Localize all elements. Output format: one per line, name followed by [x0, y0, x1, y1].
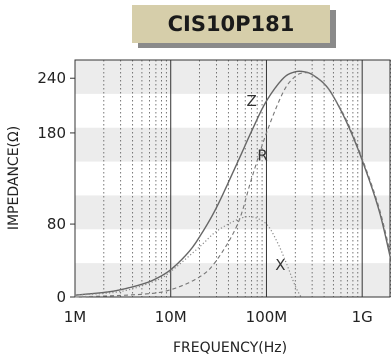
grid-band: [75, 127, 391, 162]
tick-labels: 1M 10M 100M 1G 0 80 180 240: [37, 69, 372, 326]
plot-area: [75, 60, 391, 297]
series-x-line: [74, 215, 302, 298]
curve-label-z: Z: [246, 92, 256, 110]
grid-band: [75, 263, 391, 297]
x-axis-label: FREQUENCY(Hz): [173, 340, 287, 356]
curve-label-r: R: [257, 147, 267, 165]
title-box: [132, 5, 330, 43]
y-tick-label: 0: [56, 288, 66, 306]
grid-lines: [70, 59, 391, 298]
chart-title: CIS10P181: [168, 12, 295, 36]
series-layer: [74, 70, 391, 298]
y-tick-label: 80: [47, 215, 66, 233]
curve-label-x: X: [275, 256, 285, 274]
series-r-line: [74, 72, 391, 298]
x-tick-label: 1M: [64, 308, 87, 326]
y-tick-label: 180: [37, 124, 66, 142]
x-tick-label: 1G: [352, 308, 373, 326]
x-tick-label: 100M: [246, 308, 288, 326]
x-tick-label: 10M: [155, 308, 187, 326]
grid-band: [75, 60, 391, 94]
y-tick-label: 240: [37, 69, 66, 87]
title-group: CIS10P181: [132, 5, 336, 48]
y-axis-label: IMPEDANCE(Ω): [6, 126, 22, 230]
curve-labels: Z R X: [246, 92, 285, 274]
plot-background: [75, 60, 391, 297]
plot-frame: [74, 59, 391, 298]
grid-band: [75, 195, 391, 230]
